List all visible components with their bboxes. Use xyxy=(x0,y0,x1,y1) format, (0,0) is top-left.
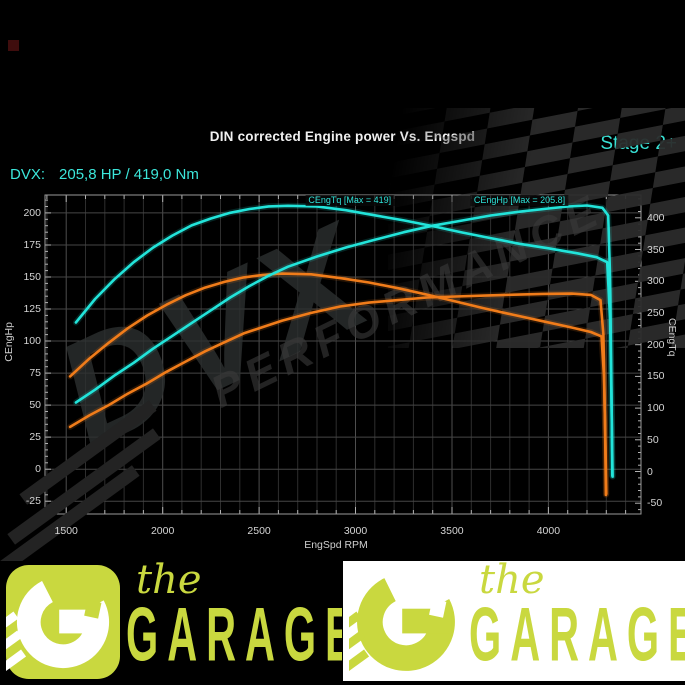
tick-label: 350 xyxy=(647,243,665,256)
result-line: DVX: 205,8 HP / 419,0 Nm xyxy=(10,166,199,183)
tick-label: 3000 xyxy=(343,525,368,537)
tick-label: 0 xyxy=(35,463,41,476)
tick-label: 0 xyxy=(647,465,653,478)
tick-label: 400 xyxy=(647,211,665,224)
tick-label: 175 xyxy=(23,238,41,251)
tick-label: CEngTq [Max = 419] xyxy=(305,195,395,206)
tick-label: 100 xyxy=(647,402,665,415)
tick-label: 300 xyxy=(647,275,665,288)
footer-logos: the GARAGE the GARAGE xyxy=(0,561,685,681)
tick-label: 50 xyxy=(29,399,41,412)
tick-label: 1500 xyxy=(54,525,78,537)
garage-g-wrench-icon xyxy=(6,565,120,679)
tick-label: -50 xyxy=(647,497,663,510)
result-prefix: DVX: xyxy=(10,166,46,183)
tick-label: 200 xyxy=(23,206,41,219)
tick-label: 150 xyxy=(647,370,665,383)
logo-the-text: the xyxy=(136,561,202,603)
garage-logo-light: the GARAGE xyxy=(343,561,685,681)
logo-garage-text: GARAGE xyxy=(126,593,342,678)
tick-label: 75 xyxy=(29,367,41,380)
tick-label: -25 xyxy=(25,495,41,508)
tick-label: 4000 xyxy=(536,525,561,537)
garage-logo-dark: the GARAGE xyxy=(0,561,342,681)
tick-label: 2500 xyxy=(247,525,271,537)
garage-g-wrench-icon xyxy=(349,573,455,679)
tick-label: 50 xyxy=(647,433,659,446)
left-axis-title: CEngHp xyxy=(3,322,15,362)
tick-label: CEngHp [Max = 205.8] xyxy=(470,195,569,206)
tick-label: 25 xyxy=(29,431,41,444)
logo-garage-text: GARAGE xyxy=(469,593,685,678)
tick-label: 150 xyxy=(23,270,41,283)
tick-label: 125 xyxy=(23,303,41,316)
tick-label: 2000 xyxy=(150,525,175,537)
tick-label: 100 xyxy=(23,335,41,348)
x-axis-title: EngSpd RPM xyxy=(304,539,368,551)
logo-the-text: the xyxy=(479,561,545,603)
right-axis-title: CEngTq xyxy=(666,318,678,357)
tick-label: 3500 xyxy=(440,525,464,537)
red-marker-square xyxy=(8,40,19,51)
result-value: 205,8 HP / 419,0 Nm xyxy=(59,166,199,183)
